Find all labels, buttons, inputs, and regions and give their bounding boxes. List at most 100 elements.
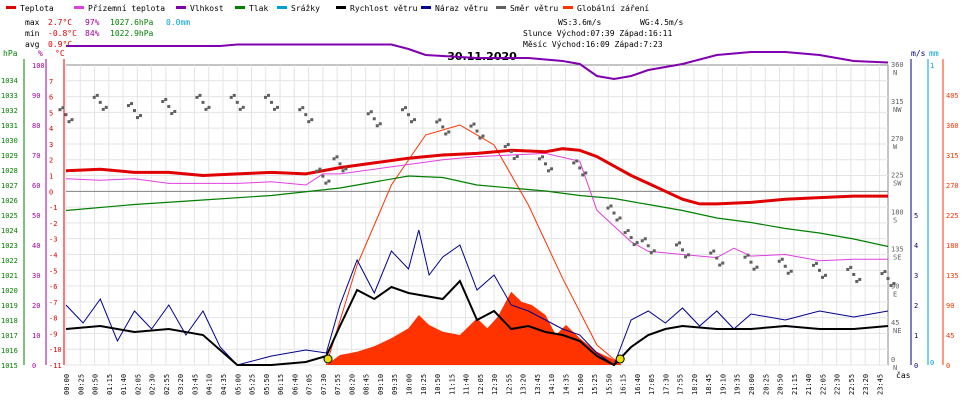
wind-tick-label: 5 [914,212,918,220]
x-tick-label: 00:50 [92,374,100,395]
sun-times: Slunce Východ:07:39 Západ:16:11 [523,29,672,38]
humidity-tick-label: 30 [32,272,40,280]
wind-direction-point [301,106,305,110]
x-tick-label: 03:45 [191,374,199,395]
x-tick-label: 11:40 [463,374,471,395]
humidity-tick-label: 40 [32,242,40,250]
pressure-tick-label: 1016 [1,347,18,355]
legend-label: Přízemní teplota [88,4,165,13]
wind-direction-point [755,265,759,269]
legend-swatch [235,6,245,9]
radiation-tick-label: 135 [946,272,959,280]
radiation-tick-label: 360 [946,122,959,130]
x-tick-label: 12:30 [491,374,499,395]
wind-direction-point [369,110,373,114]
wind-direction-point [846,267,850,271]
wind-direction-point [640,239,644,243]
wind-direction-point [475,129,479,133]
wind-direction-point [310,118,314,122]
wind-direction-point [204,107,208,111]
humidity-unit: % [38,49,43,58]
direction-name-label: SE [893,253,901,261]
legend-label: Srážky [291,4,320,13]
humidity-tick-label: 60 [32,182,40,190]
stat-max-temp: 2.7°C [48,18,72,27]
temperature-tick-label: -1 [49,204,57,212]
temperature-tick-label: 4 [49,125,53,133]
legend-label: Rychlost větru [350,4,418,13]
x-tick-label: 22:05 [819,374,827,395]
wind-direction-point [849,265,853,269]
wind-direction-point [678,241,681,245]
pressure-tick-label: 1023 [1,242,18,250]
x-tick-label: 23:45 [876,374,884,395]
wind-unit: m/s [911,49,926,58]
wind-direction-point [752,267,756,271]
moon-times: Měsíc Východ:16:09 Západ:7:23 [523,40,663,49]
wind-direction-point [447,130,451,134]
radiation-tick-label: 0 [946,362,950,370]
rain-tick-label: 1 [930,62,934,70]
wind-direction-point [615,218,619,222]
wind-direction-point [635,241,639,245]
x-tick-label: 08:20 [348,374,356,395]
pressure-tick-label: 1034 [1,77,18,85]
wind-direction-point [235,100,239,104]
wind-direction-point [818,268,821,272]
x-tick-label: 17:55 [677,374,685,395]
wind-direction-point [58,108,62,112]
wind-direction-point [852,272,856,276]
wind-direction-point [481,134,485,138]
stat-max-hum: 97% [85,18,100,27]
wind-direction-point [815,261,818,265]
wind-direction-point [435,120,439,124]
wind-direction-point [270,100,273,104]
pressure-tick-label: 1024 [1,227,18,235]
wind-direction-point [67,120,71,124]
wind-direction-point [652,249,656,253]
wind-direction-point [273,107,276,111]
x-tick-label: 05:50 [263,374,271,395]
wind-tick-label: 1 [914,332,918,340]
wind-direction-point [550,167,553,171]
stat-avg-temp: 0.9°C [48,40,72,49]
wind-direction-point [410,120,413,124]
wind-direction-point [472,122,476,126]
stat-min-label: min [25,29,40,38]
legend-swatch [563,6,573,9]
wind-tick-label: 4 [914,242,918,250]
x-tick-label: 16:40 [634,374,642,395]
legend-swatch [6,6,16,9]
wind-direction-point [687,253,690,257]
wind-direction-point [821,275,824,279]
wind-direction-point [858,277,862,281]
wind-direction-point [413,118,416,122]
wind-direction-point [195,95,199,99]
wind-direction-point [304,113,308,117]
temperature-tick-label: -9 [49,330,57,338]
x-tick-label: 02:30 [149,374,157,395]
wind-direction-point [584,171,588,175]
x-tick-label: 12:05 [477,374,485,395]
wind-direction-point [264,95,267,99]
humidity-tick-label: 10 [32,332,40,340]
wind-direction-point [855,279,859,283]
wind-direction-point [98,100,102,104]
x-tick-label: 19:10 [719,374,727,395]
direction-tick-label: 45 [891,319,899,327]
wind-direction-point [139,114,142,118]
direction-tick-label: 315 [891,98,904,106]
x-tick-label: 20:00 [748,374,756,395]
series-temperature [65,147,888,206]
wind-direction-point [715,256,719,260]
wind-direction-point [207,105,211,109]
direction-name-label: N [893,364,897,372]
wind-direction-point [372,117,376,121]
wind-direction-point [101,107,105,111]
x-tick-label: 14:35 [562,374,570,395]
wind-direction-point [626,229,630,233]
wind-direction-point [307,120,311,124]
sunset-marker [615,354,625,364]
direction-name-label: N [893,69,897,77]
wind-direction-point [789,269,793,273]
